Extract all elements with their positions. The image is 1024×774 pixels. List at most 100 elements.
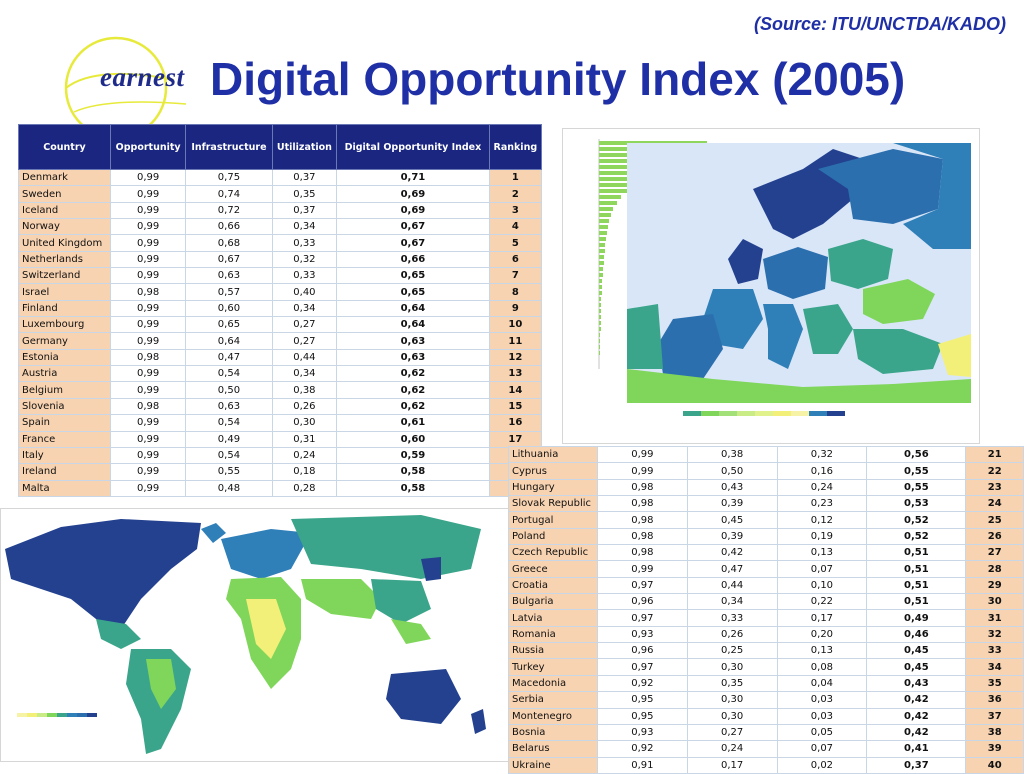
country-cell: Romania: [508, 625, 598, 644]
opportunity-cell: 0,99: [109, 316, 187, 334]
ranking-cell: 37: [965, 707, 1024, 725]
opportunity-cell: 0,99: [109, 267, 187, 285]
ranking-cell: 7: [488, 267, 543, 285]
opportunity-cell: 0,93: [597, 625, 688, 644]
ranking-cell: 3: [488, 201, 543, 220]
utilization-cell: 0,32: [271, 250, 338, 269]
opportunity-cell: 0,99: [597, 445, 688, 464]
opportunity-cell: 0,99: [109, 201, 187, 220]
table-row: Portugal 0,98 0,45 0,12 0,52 25: [508, 511, 1024, 529]
infrastructure-cell: 0,65: [185, 316, 273, 334]
opportunity-cell: 0,99: [109, 332, 187, 350]
doi-cell: 0,43: [866, 674, 967, 693]
country-cell: Finland: [18, 299, 111, 318]
country-cell: Hungary: [508, 478, 598, 497]
opportunity-cell: 0,99: [109, 185, 187, 203]
doi-table-bottom: Lithuania 0,99 0,38 0,32 0,56 21 Cyprus 0,99 0,5…: [508, 445, 1024, 774]
country-cell: Luxembourg: [18, 316, 111, 334]
country-cell: Czech Republic: [508, 544, 598, 562]
country-cell: Estonia: [18, 348, 111, 367]
opportunity-cell: 0,99: [109, 430, 187, 448]
country-cell: Ukraine: [508, 756, 598, 774]
doi-cell: 0,62: [336, 365, 490, 383]
infrastructure-cell: 0,39: [686, 495, 778, 513]
table-row: Poland 0,98 0,39 0,19 0,52 26: [508, 527, 1024, 546]
doi-cell: 0,41: [866, 740, 967, 758]
doi-cell: 0,52: [866, 527, 967, 546]
country-cell: Bulgaria: [508, 593, 598, 611]
utilization-cell: 0,35: [271, 185, 338, 203]
country-cell: Germany: [18, 332, 111, 350]
infrastructure-cell: 0,64: [185, 332, 273, 350]
doi-cell: 0,55: [866, 478, 967, 497]
utilization-cell: 0,33: [271, 234, 338, 252]
opportunity-cell: 0,92: [597, 740, 688, 758]
doi-cell: 0,67: [336, 234, 490, 252]
europe-doi-map: [562, 128, 980, 444]
table-row: Belarus 0,92 0,24 0,07 0,41 39: [508, 740, 1024, 758]
infrastructure-cell: 0,43: [686, 478, 778, 497]
infrastructure-cell: 0,30: [686, 691, 778, 709]
country-cell: Croatia: [508, 576, 598, 595]
infrastructure-cell: 0,49: [185, 430, 273, 448]
country-cell: Latvia: [508, 609, 598, 627]
infrastructure-cell: 0,17: [686, 756, 778, 774]
opportunity-cell: 0,97: [597, 609, 688, 627]
infrastructure-cell: 0,63: [185, 267, 273, 285]
utilization-cell: 0,24: [776, 478, 868, 497]
table-row: Montenegro 0,95 0,30 0,03 0,42 37: [508, 707, 1024, 725]
table-row: Greece 0,99 0,47 0,07 0,51 28: [508, 560, 1024, 578]
ranking-cell: 26: [965, 527, 1024, 546]
ranking-cell: 22: [965, 462, 1024, 480]
ranking-cell: 35: [965, 674, 1024, 693]
ranking-cell: 9: [488, 299, 543, 318]
table-header: Country Opportunity Infrastructure Utili…: [18, 124, 543, 170]
opportunity-cell: 0,98: [597, 511, 688, 529]
doi-cell: 0,58: [336, 479, 490, 497]
ranking-cell: 2: [488, 185, 543, 203]
utilization-cell: 0,33: [271, 267, 338, 285]
table-row: Slovenia 0,98 0,63 0,26 0,62 15: [18, 397, 543, 416]
doi-cell: 0,42: [866, 723, 967, 742]
doi-cell: 0,64: [336, 316, 490, 334]
table-row: Norway 0,99 0,66 0,34 0,67 4: [18, 218, 543, 236]
opportunity-cell: 0,99: [109, 250, 187, 269]
utilization-cell: 0,07: [776, 740, 868, 758]
table-row: Spain 0,99 0,54 0,30 0,61 16: [18, 414, 543, 432]
opportunity-cell: 0,99: [109, 234, 187, 252]
utilization-cell: 0,37: [271, 201, 338, 220]
ranking-cell: 29: [965, 576, 1024, 595]
utilization-cell: 0,03: [776, 707, 868, 725]
opportunity-cell: 0,99: [109, 463, 187, 481]
ranking-cell: 4: [488, 218, 543, 236]
utilization-cell: 0,03: [776, 691, 868, 709]
doi-cell: 0,62: [336, 381, 490, 399]
infrastructure-cell: 0,33: [686, 609, 778, 627]
doi-cell: 0,58: [336, 463, 490, 481]
doi-cell: 0,65: [336, 283, 490, 301]
doi-cell: 0,51: [866, 544, 967, 562]
table-row: Luxembourg 0,99 0,65 0,27 0,64 10: [18, 316, 543, 334]
table-row: Latvia 0,97 0,33 0,17 0,49 31: [508, 609, 1024, 627]
doi-cell: 0,51: [866, 593, 967, 611]
utilization-cell: 0,38: [271, 381, 338, 399]
country-cell: Slovak Republic: [508, 495, 598, 513]
opportunity-cell: 0,98: [597, 544, 688, 562]
infrastructure-cell: 0,66: [185, 218, 273, 236]
country-cell: Austria: [18, 365, 111, 383]
ranking-cell: 12: [488, 348, 543, 367]
opportunity-cell: 0,98: [109, 348, 187, 367]
country-cell: Ireland: [18, 463, 111, 481]
ranking-cell: 36: [965, 691, 1024, 709]
table-row: Netherlands 0,99 0,67 0,32 0,66 6: [18, 250, 543, 269]
utilization-cell: 0,08: [776, 658, 868, 676]
infrastructure-cell: 0,27: [686, 723, 778, 742]
country-cell: Russia: [508, 642, 598, 660]
doi-cell: 0,51: [866, 560, 967, 578]
europe-map-legend: [683, 411, 845, 416]
doi-table-top: Country Opportunity Infrastructure Utili…: [18, 124, 543, 497]
opportunity-cell: 0,99: [109, 414, 187, 432]
opportunity-cell: 0,95: [597, 707, 688, 725]
table-row: Estonia 0,98 0,47 0,44 0,63 12: [18, 348, 543, 367]
col-header-opportunity: Opportunity: [109, 124, 187, 170]
